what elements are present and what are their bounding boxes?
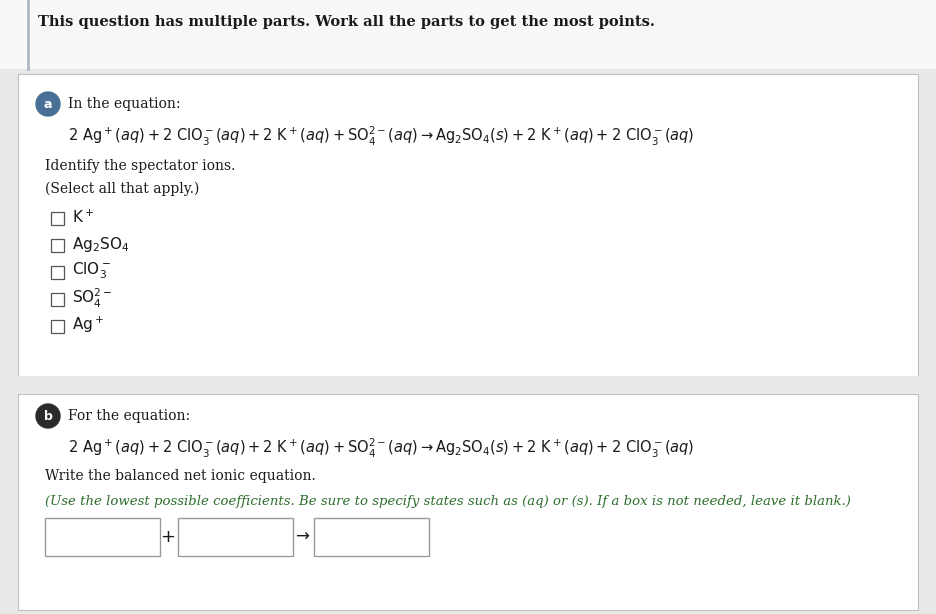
Text: a: a (44, 98, 52, 111)
Text: $\mathregular{SO}_4^{2-}$: $\mathregular{SO}_4^{2-}$ (72, 286, 112, 309)
Text: This question has multiple parts. Work all the parts to get the most points.: This question has multiple parts. Work a… (38, 15, 655, 29)
Circle shape (36, 92, 60, 116)
Bar (178, 518, 293, 556)
Text: $\mathregular{K}^+$: $\mathregular{K}^+$ (72, 208, 94, 226)
Bar (51, 293, 64, 306)
Text: $\mathregular{Ag}^+$: $\mathregular{Ag}^+$ (72, 315, 104, 335)
Text: →: → (295, 528, 309, 546)
Text: $2\ \mathregular{Ag}^+(aq) + 2\ \mathregular{ClO}_3^-(aq) + 2\ \mathregular{K}^+: $2\ \mathregular{Ag}^+(aq) + 2\ \mathreg… (68, 437, 695, 460)
Text: Write the balanced net ionic equation.: Write the balanced net ionic equation. (45, 469, 315, 483)
Text: $2\ \mathregular{Ag}^+(aq) + 2\ \mathregular{ClO}_3^-(aq) + 2\ \mathregular{K}^+: $2\ \mathregular{Ag}^+(aq) + 2\ \mathreg… (68, 125, 695, 147)
Text: In the equation:: In the equation: (68, 97, 181, 111)
Text: $\mathregular{ClO}_3^-$: $\mathregular{ClO}_3^-$ (72, 261, 110, 281)
Text: Identify the spectator ions.: Identify the spectator ions. (45, 159, 235, 173)
Bar (51, 266, 64, 279)
Bar (51, 320, 64, 333)
Text: For the equation:: For the equation: (68, 409, 190, 423)
Text: $\mathregular{Ag}_2\mathregular{SO}_4$: $\mathregular{Ag}_2\mathregular{SO}_4$ (72, 235, 129, 254)
Bar (45, 518, 160, 556)
Bar (18, 74, 918, 376)
Text: (Use the lowest possible coefficients. Be sure to specify states such as (aq) or: (Use the lowest possible coefficients. B… (45, 495, 851, 508)
Bar (0, 376, 936, 394)
Bar (314, 518, 429, 556)
Bar (18, 394, 918, 610)
Circle shape (36, 404, 60, 428)
Bar (51, 239, 64, 252)
Text: b: b (44, 410, 52, 422)
Bar (51, 212, 64, 225)
Text: +: + (160, 528, 176, 546)
Text: (Select all that apply.): (Select all that apply.) (45, 182, 199, 196)
Bar (0, 0, 936, 69)
